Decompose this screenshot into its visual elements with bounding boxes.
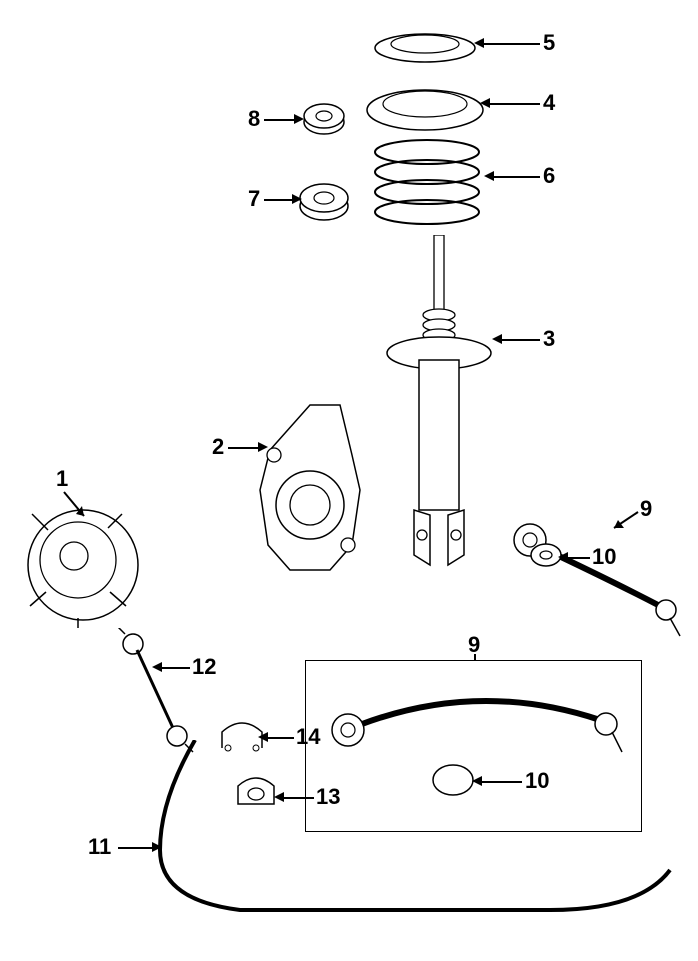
callout-label-4: 4 — [543, 90, 555, 116]
part-upper-spring-seat — [362, 80, 488, 135]
callout-arrow-2 — [228, 447, 260, 449]
callout-label-1: 1 — [56, 466, 68, 492]
callout-arrow-14 — [266, 737, 294, 739]
callout-arrow-10a — [566, 557, 590, 559]
callout-label-9a: 9 — [640, 496, 652, 522]
callout-label-10a: 10 — [592, 544, 616, 570]
callout-arrow-6 — [492, 176, 540, 178]
callout-leader-9b — [474, 654, 476, 660]
callout-arrow-11 — [118, 847, 154, 849]
callout-arrow-3 — [500, 339, 540, 341]
part-strut-mount-cap — [370, 28, 480, 68]
callout-label-10b: 10 — [525, 768, 549, 794]
callout-arrowhead-6 — [484, 171, 494, 181]
callout-label-5: 5 — [543, 30, 555, 56]
callout-arrowhead-8 — [294, 114, 304, 124]
part-strut-assembly — [380, 235, 500, 570]
callout-arrow-13 — [282, 797, 314, 799]
part-lower-control-arm-rear — [500, 510, 690, 640]
callout-arrowhead-14 — [258, 732, 268, 742]
part-control-arm-bushing-front — [430, 760, 476, 800]
part-strut-mount-bushing — [300, 100, 348, 140]
part-wheel-hub-bearing — [18, 500, 148, 630]
part-strut-bearing — [296, 178, 352, 226]
part-coil-spring — [368, 138, 486, 233]
callout-arrowhead-3 — [492, 334, 502, 344]
callout-arrow-12 — [160, 667, 190, 669]
callout-label-13: 13 — [316, 784, 340, 810]
callout-label-12: 12 — [192, 654, 216, 680]
part-steering-knuckle — [240, 395, 380, 585]
callout-arrow-8 — [264, 119, 296, 121]
callout-arrowhead-11 — [152, 842, 162, 852]
callout-arrowhead-4 — [480, 98, 490, 108]
callout-arrow-5 — [482, 43, 540, 45]
callout-label-8: 8 — [248, 106, 260, 132]
callout-arrowhead-5 — [474, 38, 484, 48]
callout-arrowhead-7 — [292, 194, 302, 204]
callout-label-6: 6 — [543, 163, 555, 189]
callout-label-3: 3 — [543, 326, 555, 352]
callout-arrowhead-12 — [152, 662, 162, 672]
callout-arrowhead-10b — [472, 776, 482, 786]
diagram-stage: 1 2 3 4 5 6 7 8 9 9 10 10 11 — [0, 0, 698, 961]
callout-arrow-10b — [480, 781, 522, 783]
callout-arrow-4 — [488, 103, 540, 105]
callout-arrowhead-13 — [274, 792, 284, 802]
part-stabilizer-link — [115, 628, 195, 758]
callout-label-7: 7 — [248, 186, 260, 212]
callout-label-14: 14 — [296, 724, 320, 750]
callout-arrowhead-10a — [558, 552, 568, 562]
callout-label-11: 11 — [88, 834, 111, 860]
callout-arrowhead-2 — [258, 442, 268, 452]
callout-label-2: 2 — [212, 434, 224, 460]
callout-arrow-7 — [264, 199, 294, 201]
